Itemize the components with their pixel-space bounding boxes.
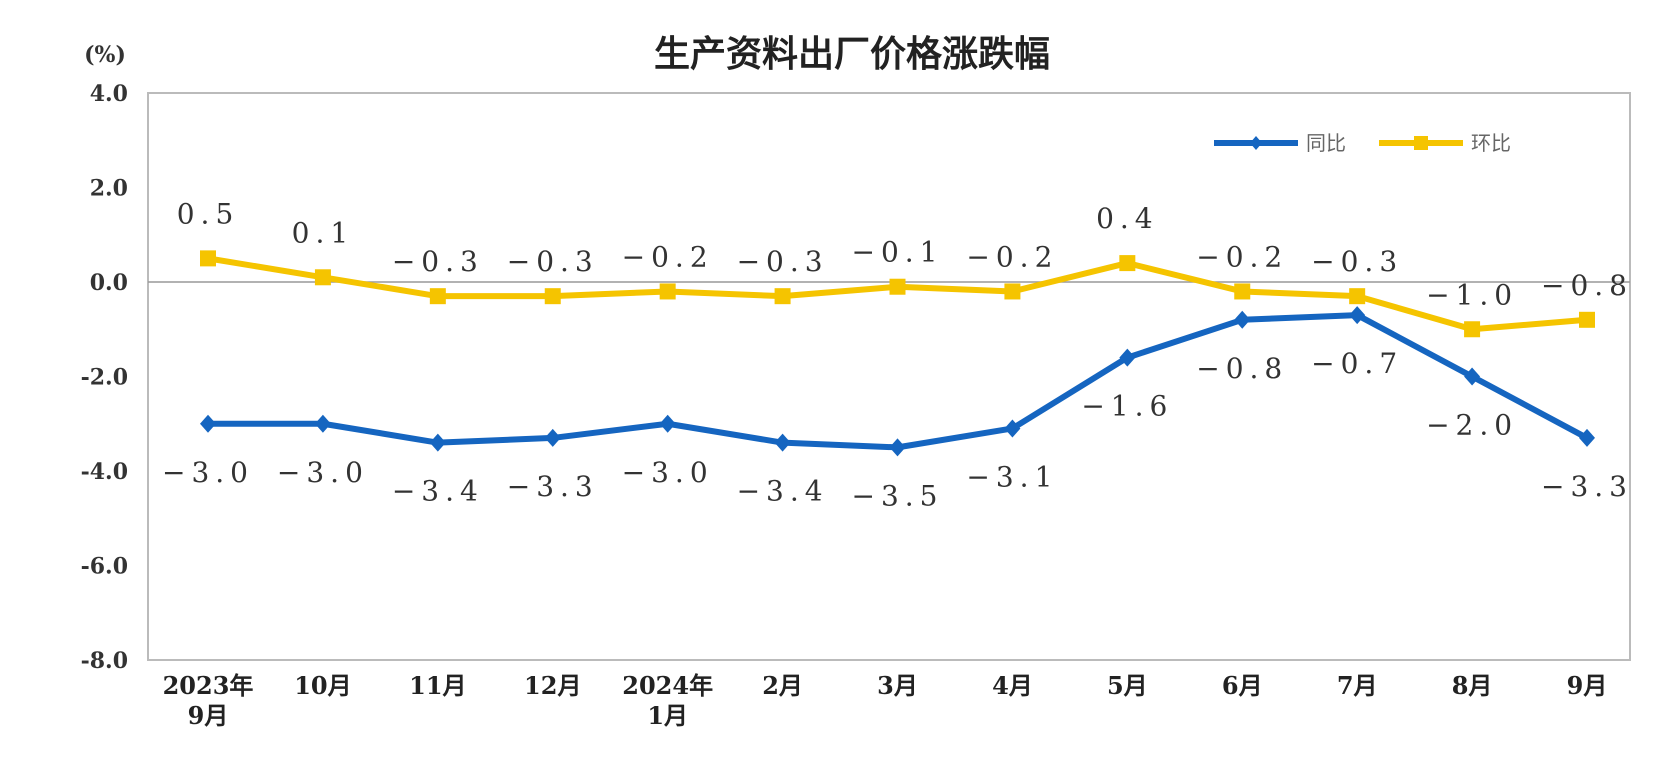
data-point-yoy [1119,348,1136,367]
legend-marker [1414,136,1428,150]
data-point-mom [429,288,446,305]
data-label: −0.7 [1311,347,1403,380]
data-point-mom [1004,283,1021,300]
y-tick-label: 4.0 [90,81,128,107]
x-tick-label: 2024年 [622,671,713,700]
data-point-yoy [314,414,331,433]
data-point-mom [1349,288,1366,305]
data-label: −0.8 [1196,352,1288,385]
data-point-mom [1119,255,1136,272]
x-tick-label: 5月 [1107,671,1148,700]
legend-label: 同比 [1306,131,1346,155]
data-point-mom [1234,283,1251,300]
data-label: −0.2 [966,240,1058,273]
data-label: −2.0 [1426,409,1518,442]
plot-border [147,92,1631,661]
data-point-yoy [889,438,906,457]
data-point-yoy [659,414,676,433]
y-tick-label: 0.0 [90,270,128,296]
data-point-mom [889,278,906,295]
data-label: −3.5 [852,479,944,512]
data-point-yoy [774,433,791,452]
data-label: −3.4 [392,475,484,508]
data-label: −3.0 [162,456,254,489]
x-tick-label: 1月 [647,701,688,730]
data-label: −3.0 [622,456,714,489]
x-tick-label: 3月 [877,671,918,700]
data-point-mom [314,269,331,286]
data-label: −3.3 [1541,470,1633,503]
legend-marker [1250,136,1262,150]
data-point-yoy [544,428,561,447]
data-point-yoy [1004,419,1021,438]
data-label: −0.2 [1196,240,1288,273]
data-label: −0.1 [852,236,944,269]
x-tick-label: 2月 [762,671,803,700]
chart-title: 生产资料出厂价格涨跌幅 [654,34,1050,75]
series-line-yoy [208,312,1589,451]
data-point-yoy [1579,428,1595,447]
data-label: 0.4 [1096,202,1159,235]
y-tick-label: -2.0 [81,365,128,391]
data-label: −0.3 [392,245,484,278]
y-tick-label: -4.0 [81,459,128,485]
data-label: −3.4 [737,475,829,508]
x-tick-label: 6月 [1222,671,1263,700]
data-point-mom [544,288,561,305]
data-label: −1.0 [1426,278,1518,311]
data-label: −3.3 [507,470,599,503]
x-tick-label: 9月 [1567,671,1608,700]
data-point-mom [1579,311,1595,328]
x-tick-label: 10月 [294,671,351,700]
data-label: −1.6 [1081,390,1173,423]
data-point-yoy [1234,310,1251,329]
legend-label: 环比 [1471,131,1511,155]
x-tick-label: 7月 [1337,671,1378,700]
y-axis-unit: (%) [84,42,126,68]
data-label: −3.0 [277,456,369,489]
data-point-mom [1464,321,1481,338]
data-label: −0.2 [622,240,714,273]
data-point-yoy [1464,367,1481,386]
x-tick-label: 9月 [188,701,229,730]
data-label: −0.3 [507,245,599,278]
data-label: −0.8 [1541,269,1633,302]
data-point-mom [774,288,791,305]
y-tick-label: -6.0 [81,554,128,580]
data-label: 0.1 [292,216,355,249]
x-tick-label: 4月 [992,671,1033,700]
data-label: −0.3 [737,245,829,278]
data-point-mom [200,250,216,267]
y-tick-label: 2.0 [90,176,128,202]
y-tick-label: -8.0 [81,648,128,674]
x-tick-label: 8月 [1452,671,1493,700]
x-tick-label: 11月 [409,671,466,700]
data-label: 0.5 [177,197,240,230]
data-point-yoy [1349,306,1366,325]
data-point-yoy [200,414,216,433]
data-point-mom [659,283,676,300]
x-tick-label: 12月 [524,671,581,700]
x-tick-label: 2023年 [163,671,254,700]
data-point-yoy [429,433,446,452]
data-label: −0.3 [1311,245,1403,278]
data-label: −3.1 [966,460,1058,493]
